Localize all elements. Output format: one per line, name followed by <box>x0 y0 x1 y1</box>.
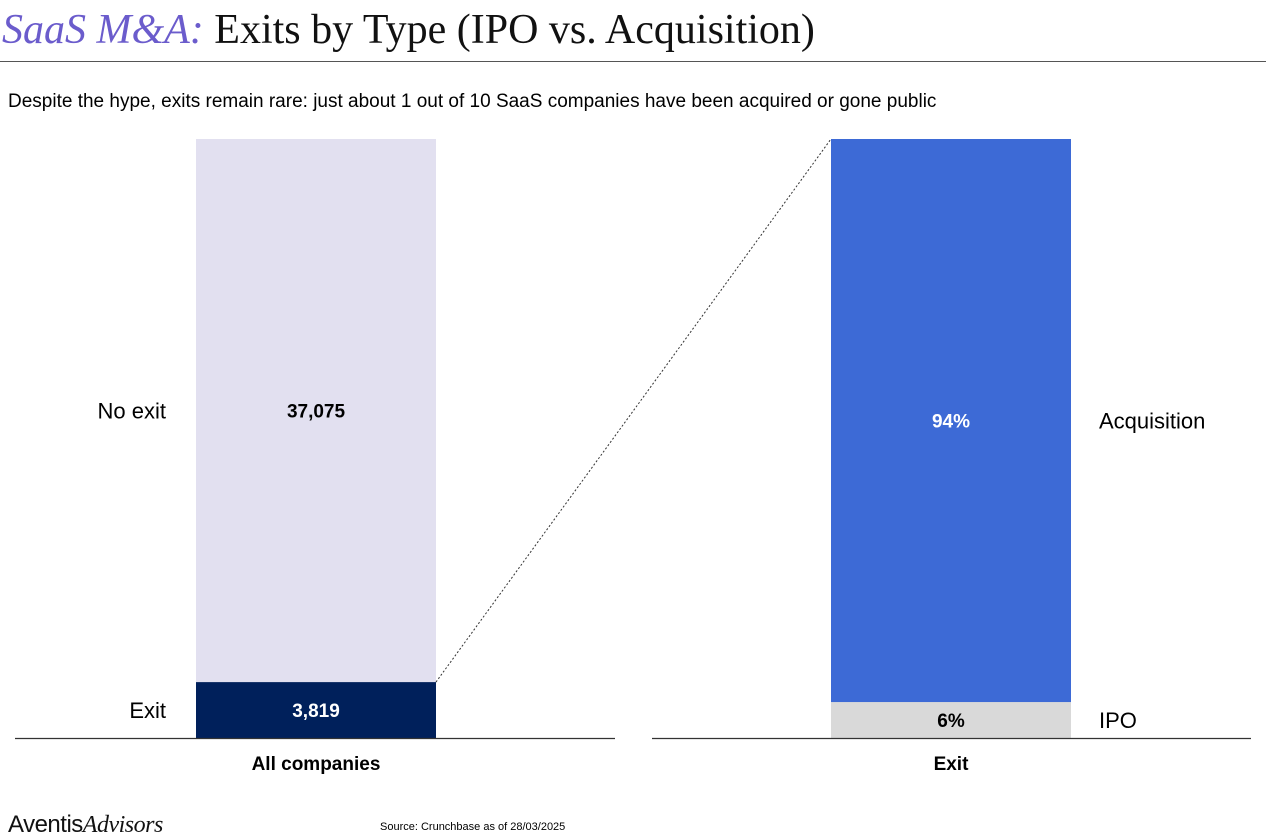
bar-segment-ipo <box>831 702 1071 738</box>
series-label-acquisition: Acquisition <box>1099 409 1205 434</box>
data-label-ipo: 6% <box>937 711 965 732</box>
brand-name-2: Advisors <box>82 812 164 838</box>
data-label-no-exit: 37,075 <box>287 402 346 423</box>
series-label-ipo: IPO <box>1099 708 1137 733</box>
bar-segment-acquisition <box>831 139 1071 703</box>
bar-segment-no-exit <box>196 139 436 683</box>
bar-segment-exit <box>196 682 436 738</box>
title-divider <box>0 61 1266 62</box>
chart-subtitle: Despite the hype, exits remain rare: jus… <box>8 91 937 112</box>
category-label-exit: Exit <box>934 754 970 775</box>
title-main: Exits by Type (IPO vs. Acquisition) <box>214 7 815 53</box>
brand-name-1: Aventis <box>8 811 83 838</box>
category-label-all-companies: All companies <box>252 754 381 775</box>
exit-chart: 3,819 Exit 37,075 No exit All companies 6% IPO… <box>15 138 1251 775</box>
data-label-exit: 3,819 <box>292 701 340 722</box>
title-accent: SaaS M&A: <box>2 7 204 53</box>
data-label-acquisition: 94% <box>932 412 970 433</box>
series-label-exit: Exit <box>129 698 166 723</box>
page-title: SaaS M&A: Exits by Type (IPO vs. Acquisi… <box>2 4 815 56</box>
brand-logo: AventisAdvisors <box>8 810 163 840</box>
zoom-connector-line <box>435 138 832 683</box>
series-label-no-exit: No exit <box>98 399 166 424</box>
source-note: Source: Crunchbase as of 28/03/2025 <box>380 821 566 833</box>
